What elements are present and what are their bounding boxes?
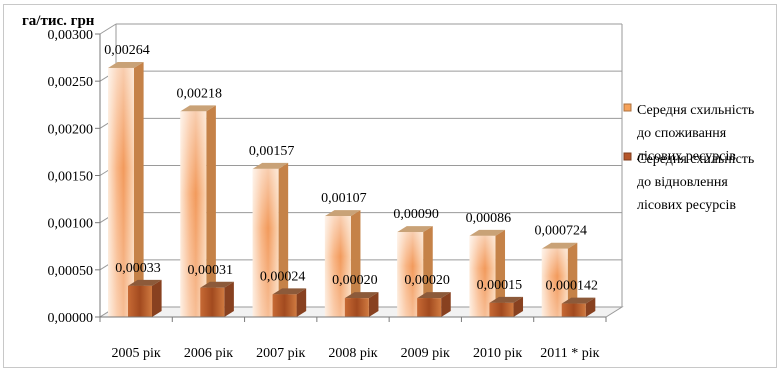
data-label-renewal: 0,00031 (188, 263, 234, 278)
data-label-consumption: 0,00090 (393, 207, 439, 222)
data-labels: 0,00264 0,00033 0,00218 0,00031 0,00157 0,000… (104, 43, 598, 294)
data-label-consumption: 0,00107 (321, 191, 367, 206)
x-axis: 2005 рік 2006 рік 2007 рік 2008 рік 2009 рік… (99, 316, 607, 361)
legend-label: лісових ресурсів (637, 198, 736, 213)
data-label-renewal: 0,00015 (477, 278, 523, 293)
x-category-label: 2008 рік (328, 346, 377, 361)
bar-consumption-side (350, 210, 361, 317)
legend-label: до відновлення (637, 175, 728, 190)
legend-label: до споживання (637, 126, 727, 141)
data-label-consumption: 0,000724 (534, 224, 587, 239)
y-tick-label: 0,00100 (48, 217, 94, 232)
bar-consumption-top (541, 242, 578, 249)
bar-renewal (200, 287, 225, 317)
data-label-renewal: 0,00024 (260, 269, 306, 284)
bar-consumption-side (495, 229, 506, 317)
data-label-renewal: 0,00020 (332, 273, 378, 288)
bar-consumption-top (252, 162, 289, 169)
y-tick-label: 0,00300 (48, 28, 94, 43)
legend: Середня схильність до споживання лісових р… (623, 103, 754, 213)
data-label-consumption: 0,00264 (104, 43, 150, 58)
bar-renewal-side (224, 281, 234, 317)
bar-renewal-side (513, 296, 524, 317)
bar-renewal-top (489, 296, 524, 303)
bar-renewal (272, 294, 297, 317)
data-label-consumption: 0,00218 (177, 86, 223, 101)
bar-renewal-top (417, 292, 451, 299)
x-category-label: 2005 рік (112, 346, 161, 361)
gridline-depth (99, 23, 117, 35)
data-label-renewal: 0,00020 (404, 273, 450, 288)
bar-consumption-top (397, 226, 433, 233)
legend-label: Середня схильність (637, 103, 754, 118)
bar-consumption-top (180, 105, 216, 112)
bar-renewal-side (368, 292, 379, 317)
data-label-renewal: 0,000142 (545, 279, 598, 294)
legend-swatch (623, 103, 632, 112)
bar-consumption-side (134, 61, 144, 318)
x-category-label: 2007 рік (256, 346, 305, 361)
y-tick-label: 0,00150 (48, 170, 94, 185)
legend-label: лісових ресурсів (637, 149, 736, 164)
bar-consumption-top (108, 61, 144, 68)
y-unit-label: га/тис. грн (22, 13, 95, 29)
data-label-consumption: 0,00157 (249, 144, 295, 159)
y-tick-label: 0,00250 (48, 75, 94, 90)
bar-consumption-sheen (108, 67, 134, 318)
x-category-label: 2006 рік (184, 346, 233, 361)
bar-renewal (561, 303, 586, 317)
x-category-label: 2010 рік (473, 346, 522, 361)
data-label-renewal: 0,00033 (115, 261, 161, 276)
bar-renewal (128, 285, 152, 317)
legend-label: Середня схильність (637, 152, 754, 167)
bar-consumption-sheen (252, 168, 279, 317)
legend-swatch (623, 152, 632, 161)
bar-renewal-top (128, 279, 162, 286)
bar-renewal (417, 298, 442, 317)
bar-renewal (344, 298, 369, 317)
y-axis: 0,00000 0,00050 0,00100 0,00150 0,00200 0,002… (48, 28, 101, 326)
bar-renewal-top (272, 288, 307, 295)
bar-renewal-top (561, 297, 596, 304)
x-category-label: 2011 * рік (540, 346, 599, 361)
bar-consumption-side (206, 105, 216, 317)
bar-consumption-top (469, 229, 506, 236)
bar-renewal-side (585, 297, 596, 317)
bar-renewal-side (296, 288, 307, 317)
y-tick-label: 0,00000 (48, 311, 94, 326)
y-tick-label: 0,00200 (48, 122, 94, 137)
bar-consumption-sheen (180, 111, 207, 317)
bar-renewal-side (441, 292, 451, 317)
bar-consumption-side (278, 162, 289, 317)
bar-renewal-side (152, 279, 162, 317)
data-label-consumption: 0,00086 (466, 211, 512, 226)
bar-renewal-top (344, 292, 379, 299)
x-category-label: 2009 рік (401, 346, 450, 361)
bar-renewal (489, 302, 514, 317)
y-tick-label: 0,00050 (48, 264, 94, 279)
bars (108, 61, 596, 318)
bar-consumption-top (324, 210, 361, 217)
bar-renewal-top (200, 281, 234, 288)
